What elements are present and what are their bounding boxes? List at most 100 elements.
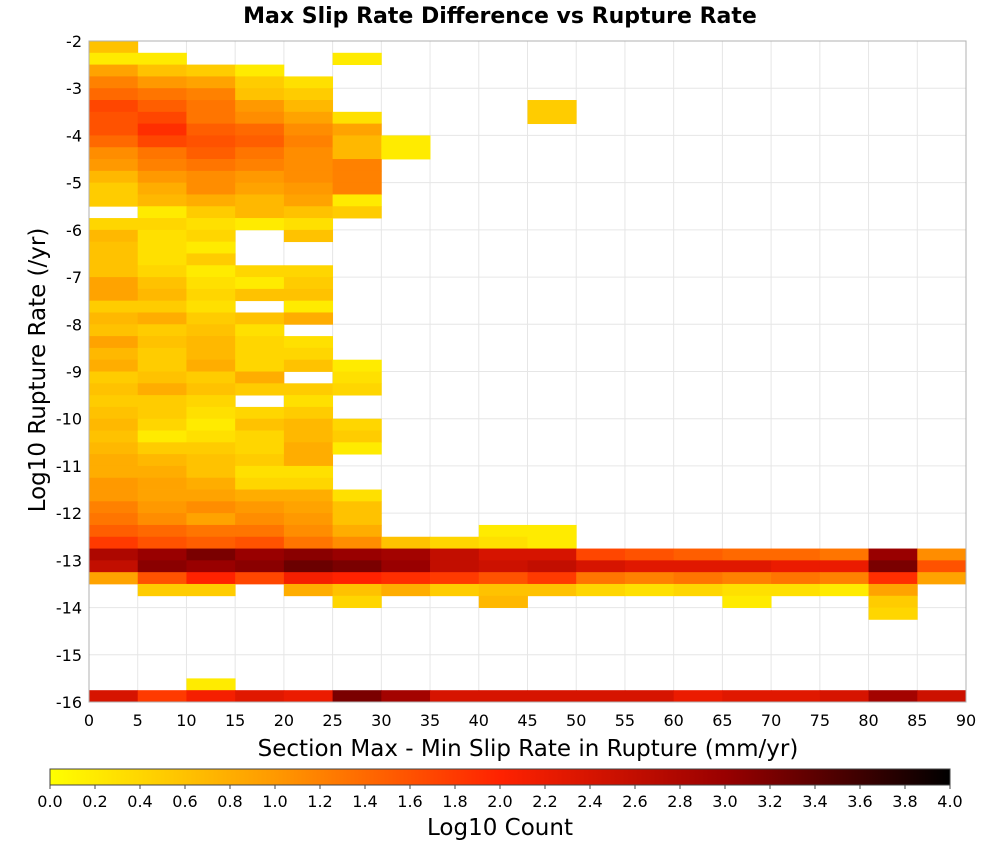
y-tick-label: -8	[66, 315, 82, 334]
heatmap-cell	[332, 52, 382, 66]
heatmap-cell	[235, 88, 285, 101]
heatmap-cell	[527, 548, 577, 561]
colorbar-tick-label: 2.2	[532, 792, 557, 811]
heatmap-cell	[478, 595, 528, 608]
heatmap-cell	[235, 477, 285, 490]
heatmap-cell	[186, 135, 236, 148]
heatmap-cell	[332, 489, 382, 502]
heatmap-cell	[235, 206, 285, 219]
heatmap-cell	[283, 454, 334, 467]
heatmap-cell	[89, 359, 139, 372]
heatmap-cell	[89, 253, 139, 266]
y-tick-label: -14	[56, 599, 82, 618]
colorbar-tick-label: 1.6	[397, 792, 422, 811]
heatmap-cell	[137, 477, 187, 490]
heatmap-cell	[186, 524, 236, 538]
heatmap-cell	[722, 595, 772, 608]
heatmap-cell	[89, 336, 139, 349]
heatmap-cell	[283, 170, 334, 184]
heatmap-cell	[771, 690, 821, 703]
heatmap-cell	[186, 513, 236, 526]
heatmap-cell	[186, 465, 236, 479]
heatmap-cell	[332, 572, 382, 585]
colorbar-tick-label: 1.4	[352, 792, 377, 811]
heatmap-cell	[137, 442, 187, 455]
heatmap-cell	[89, 347, 139, 361]
x-tick-label: 55	[615, 711, 635, 730]
heatmap-cell	[186, 206, 236, 219]
heatmap-cell	[137, 489, 187, 502]
heatmap-cell	[137, 241, 187, 254]
heatmap-cell	[235, 347, 285, 361]
x-tick-label: 75	[810, 711, 830, 730]
colorbar-tick-label: 1.8	[442, 792, 467, 811]
heatmap-cell	[332, 206, 382, 219]
heatmap-cell	[235, 454, 285, 467]
heatmap-cell	[527, 100, 577, 113]
y-axis-title: Log10 Rupture Rate (/yr)	[25, 228, 51, 513]
heatmap-cell	[819, 690, 869, 703]
heatmap-cell	[283, 229, 334, 243]
plot-frame	[88, 40, 967, 703]
heatmap-cell	[186, 324, 236, 337]
heatmap-cell	[137, 182, 187, 195]
heatmap-cell	[186, 690, 236, 703]
heatmap-cell	[527, 536, 577, 549]
heatmap-cell	[186, 76, 236, 89]
heatmap-cell	[89, 477, 139, 490]
heatmap-cell	[186, 430, 236, 443]
heatmap-cell	[722, 560, 772, 573]
heatmap-cell	[235, 359, 285, 372]
heatmap-cell	[332, 501, 382, 514]
heatmap-cell	[89, 194, 139, 207]
heatmap-cell	[89, 300, 139, 313]
heatmap-cell	[235, 147, 285, 160]
heatmap-cell	[186, 88, 236, 101]
heatmap-cell	[89, 442, 139, 455]
heatmap-cell	[235, 418, 285, 431]
colorbar-tick-label: 2.8	[667, 792, 692, 811]
heatmap-cell	[235, 76, 285, 89]
heatmap-cell	[137, 64, 187, 77]
heatmap-cell	[235, 336, 285, 349]
heatmap-cell	[478, 572, 528, 585]
heatmap-cell	[137, 218, 187, 231]
heatmap-cell	[89, 548, 139, 561]
heatmap-cell	[89, 182, 139, 195]
colorbar	[49, 768, 951, 786]
heatmap-cell	[186, 300, 236, 313]
heatmap-cell	[235, 182, 285, 195]
heatmap-cell	[235, 218, 285, 231]
heatmap-cell	[137, 147, 187, 160]
heatmap-cell	[283, 88, 334, 101]
heatmap-cell	[576, 583, 626, 597]
heatmap-cell	[283, 182, 334, 195]
heatmap-cell	[186, 560, 236, 573]
heatmap-cell	[186, 159, 236, 172]
heatmap-cell	[186, 64, 236, 77]
heatmap-cell	[89, 560, 139, 573]
heatmap-cell	[527, 690, 577, 703]
heatmap-cell	[283, 265, 334, 278]
x-tick-label: 90	[956, 711, 976, 730]
heatmap-cell	[137, 324, 187, 337]
heatmap-cell	[137, 501, 187, 514]
y-tick-label: -4	[66, 126, 82, 145]
heatmap-cell	[235, 324, 285, 337]
colorbar-title: Log10 Count	[427, 815, 573, 841]
heatmap-cell	[576, 572, 626, 585]
colorbar-tick-label: 1.2	[307, 792, 332, 811]
heatmap-cell	[186, 241, 236, 254]
x-tick-label: 15	[225, 711, 245, 730]
heatmap-cell	[186, 489, 236, 502]
heatmap-cell	[137, 312, 187, 325]
x-tick-label: 10	[176, 711, 196, 730]
heatmap-cell	[89, 159, 139, 172]
heatmap-cell	[283, 690, 334, 703]
heatmap-cells	[89, 41, 967, 703]
heatmap-cell	[332, 383, 382, 396]
heatmap-cell	[186, 442, 236, 455]
heatmap-cell	[137, 253, 187, 266]
heatmap-cell	[332, 159, 382, 172]
